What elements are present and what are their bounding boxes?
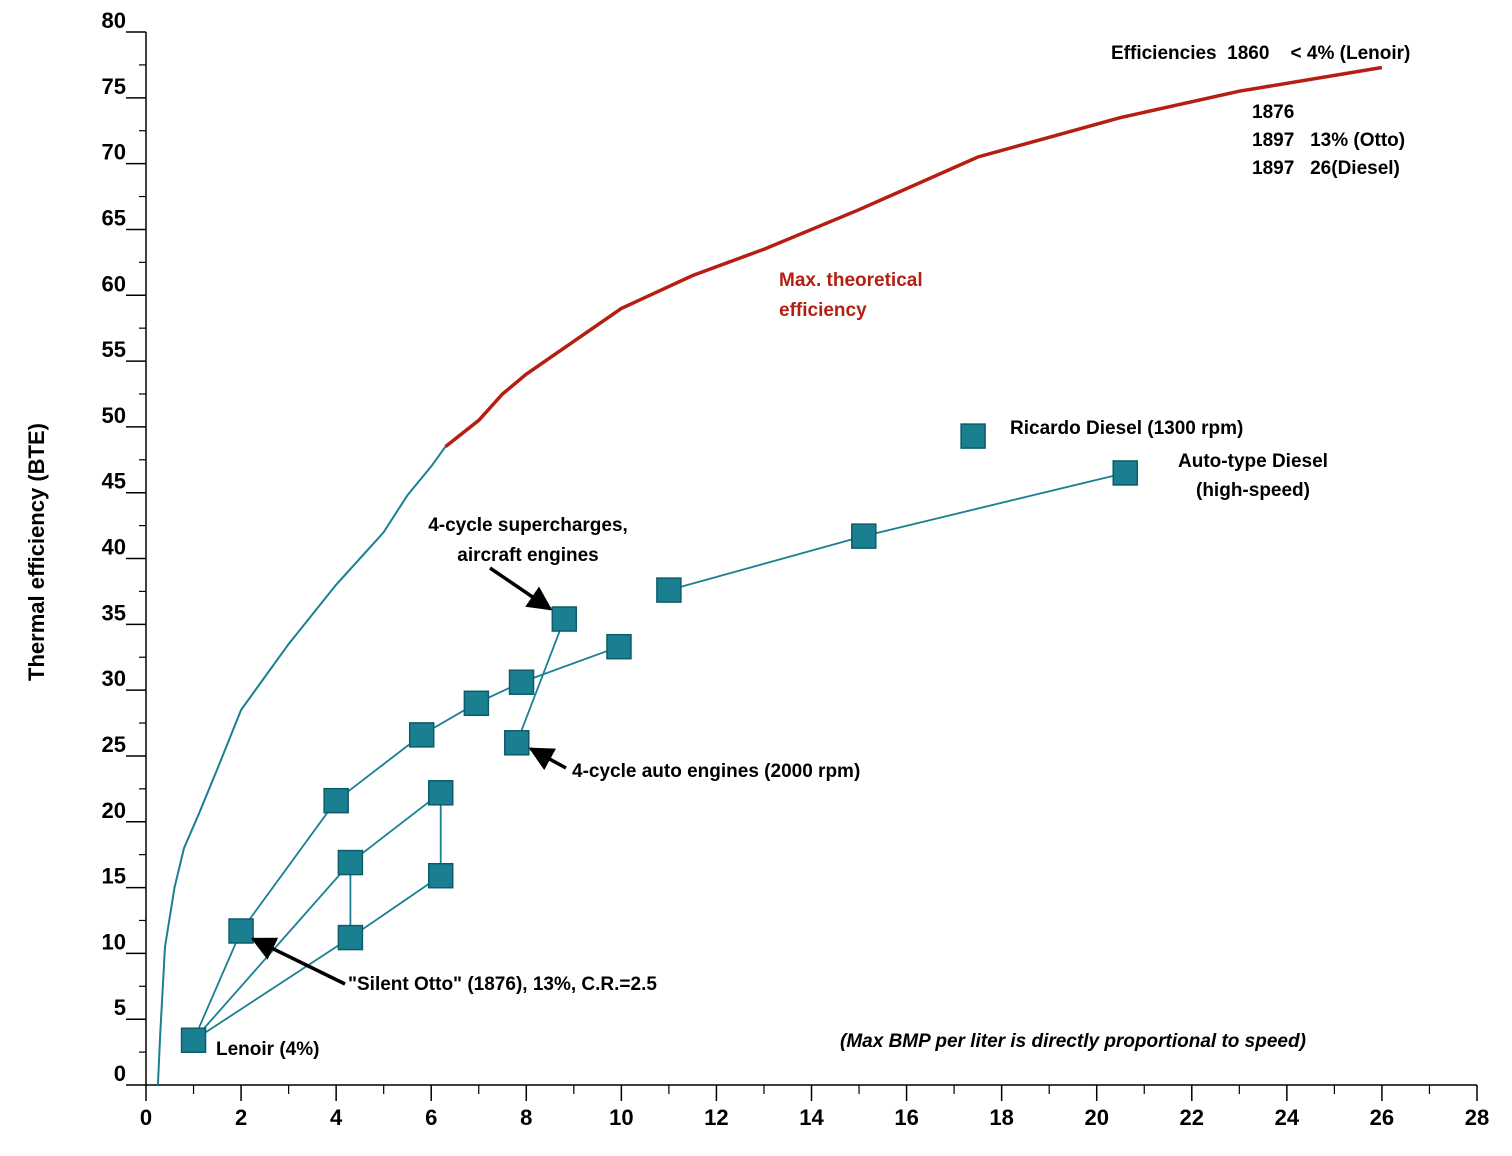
engine-connector-line — [863, 472, 1126, 537]
y-tick-label: 15 — [102, 864, 126, 889]
y-tick-label: 75 — [102, 74, 126, 99]
engine-data-point — [408, 722, 435, 748]
engine-data-point — [960, 423, 986, 449]
y-tick-label: 40 — [102, 535, 126, 560]
efficiencies-line-1: Efficiencies 1860 < 4% (Lenoir) — [1111, 43, 1410, 64]
x-tick-label: 8 — [520, 1105, 532, 1130]
y-tick-label: 10 — [102, 929, 126, 954]
auto-diesel-label-line-1: Auto-type Diesel — [1178, 451, 1328, 472]
x-tick-label: 16 — [894, 1105, 918, 1130]
series-layer — [156, 65, 1383, 1086]
auto-diesel-label-line-2: (high-speed) — [1196, 480, 1310, 501]
engine-connector-line — [515, 618, 566, 744]
engine-data-point — [656, 577, 682, 603]
theoretical-curve-upper — [444, 65, 1383, 448]
silent-otto-arrow — [250, 937, 346, 986]
x-tick-label: 22 — [1180, 1105, 1204, 1130]
engine-connector-line — [335, 734, 423, 802]
y-tick-label: 60 — [102, 271, 126, 296]
engine-data-point — [337, 849, 364, 876]
y-tick-label: 35 — [102, 600, 126, 625]
theoretical-label-line-2: efficiency — [779, 300, 867, 321]
y-tick-label: 5 — [114, 995, 126, 1020]
y-axis-label: Thermal efficiency (BTE) — [24, 423, 49, 681]
x-tick-label: 28 — [1465, 1105, 1489, 1130]
engine-data-point — [337, 924, 364, 951]
efficiencies-line-3: 1897 13% (Otto) — [1252, 130, 1405, 151]
x-tick-label: 0 — [140, 1105, 152, 1130]
supercharged-label-line-2: aircraft engines — [457, 545, 599, 566]
efficiencies-line-2: 1876 — [1252, 102, 1294, 123]
engine-data-point — [508, 669, 535, 695]
engine-connector-line — [521, 645, 620, 684]
x-tick-label: 6 — [425, 1105, 437, 1130]
y-tick-label: 25 — [102, 732, 126, 757]
supercharged-arrow — [489, 566, 553, 611]
y-tick-label: 65 — [102, 205, 126, 230]
ricardo-label: Ricardo Diesel (1300 rpm) — [1010, 418, 1243, 439]
engine-data-point — [1112, 460, 1138, 486]
engine-data-point — [427, 862, 454, 889]
silent-otto-label: "Silent Otto" (1876), 13%, C.R.=2.5 — [348, 974, 657, 995]
efficiencies-line-4: 1897 26(Diesel) — [1252, 158, 1400, 179]
theoretical-curve-lower — [156, 446, 447, 1086]
engine-connector-line — [240, 800, 337, 932]
engine-connector-line — [192, 930, 242, 1041]
theoretical-label-line-1: Max. theoretical — [779, 270, 923, 291]
lenoir-label: Lenoir (4%) — [216, 1039, 319, 1060]
engine-data-point — [606, 633, 632, 660]
x-tick-label: 24 — [1275, 1105, 1300, 1130]
x-tick-label: 2 — [235, 1105, 247, 1130]
x-tick-label: 18 — [989, 1105, 1013, 1130]
engine-connector-line — [349, 874, 442, 939]
engine-data-point — [504, 730, 530, 756]
engine-data-point — [551, 606, 578, 632]
auto-engines-label: 4-cycle auto engines (2000 rpm) — [572, 761, 860, 782]
engine-data-point — [180, 1027, 207, 1053]
x-tick-label: 10 — [609, 1105, 633, 1130]
engine-data-point — [228, 918, 254, 944]
y-tick-label: 20 — [102, 798, 126, 823]
x-tick-label: 20 — [1084, 1105, 1108, 1130]
engine-connector-line — [193, 936, 351, 1042]
engine-data-point — [851, 523, 877, 549]
engine-data-point — [323, 787, 349, 814]
y-tick-label: 45 — [102, 469, 126, 494]
x-tick-label: 12 — [704, 1105, 728, 1130]
x-tick-label: 26 — [1370, 1105, 1394, 1130]
y-tick-label: 55 — [102, 337, 126, 362]
auto-engines-arrow — [528, 747, 567, 771]
engine-connector-line — [668, 535, 865, 591]
y-tick-label: 50 — [102, 403, 126, 428]
engine-data-point — [463, 690, 490, 717]
supercharged-label-line-1: 4-cycle supercharges, — [428, 515, 628, 536]
bmp-note: (Max BMP per liter is directly proportio… — [840, 1031, 1306, 1052]
annotation-arrows — [250, 566, 567, 986]
y-tick-label: 30 — [102, 666, 126, 691]
x-tick-label: 14 — [799, 1105, 824, 1130]
engine-connector-line — [349, 792, 442, 864]
y-tick-label: 80 — [102, 8, 126, 33]
x-tick-label: 4 — [330, 1105, 343, 1130]
engine-data-point — [427, 780, 454, 806]
y-tick-label: 0 — [114, 1061, 126, 1086]
y-tick-label: 70 — [102, 140, 126, 165]
